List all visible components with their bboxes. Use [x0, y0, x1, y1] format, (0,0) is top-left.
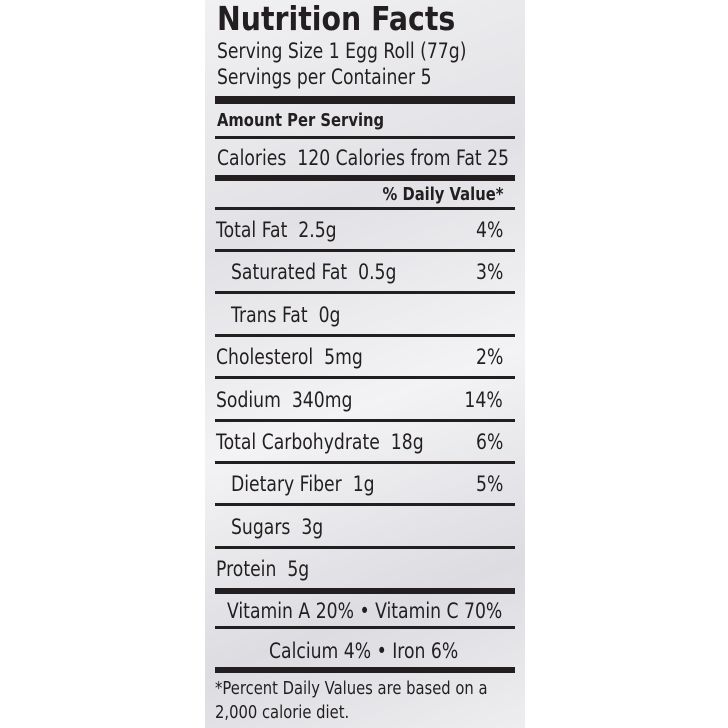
rule [215, 545, 515, 549]
footnote: *Percent Daily Values are based on a [215, 678, 488, 699]
vitamin: Vitamin C 70% [375, 599, 503, 623]
footnote: 2,000 calorie diet. [215, 702, 350, 723]
serving-size: Serving Size 1 Egg Roll (77g) [217, 39, 467, 63]
vitamin-line: Vitamin A 20% • Vitamin C 70% [227, 599, 503, 623]
calories-value: 120 [297, 146, 331, 170]
nutrient-row: Dietary Fiber 1g [231, 471, 375, 497]
rule [215, 503, 515, 507]
nutrient-row: Trans Fat 0g [231, 302, 340, 328]
nutrient-row: Total Carbohydrate 18g [216, 429, 424, 455]
daily-value: 14% [464, 387, 503, 412]
rule [215, 291, 515, 295]
daily-value-header: % Daily Value* [382, 184, 503, 205]
nutrient-label: Protein [216, 557, 277, 582]
rule [215, 667, 515, 673]
nutrient-amount: 5g [287, 557, 310, 582]
nutrient-row: Cholesterol 5mg [216, 344, 363, 370]
nutrient-amount: 0g [318, 302, 341, 327]
nutrient-row: Sugars 3g [231, 514, 323, 540]
rule [215, 136, 515, 139]
nutrient-amount: 3g [301, 514, 324, 539]
nutrient-label: Sugars [231, 514, 291, 539]
daily-value: 3% [475, 260, 503, 285]
mineral: Calcium 4% [269, 639, 372, 663]
nutrient-label: Total Fat [216, 218, 288, 242]
nutrient-amount: 0.5g [358, 260, 397, 285]
mineral-line: Calcium 4% • Iron 6% [269, 639, 459, 663]
rule [215, 207, 515, 210]
daily-value: 2% [475, 345, 503, 370]
nutrient-row: Protein 5g [216, 556, 309, 582]
nutrient-label: Sodium [216, 387, 281, 412]
rule [215, 96, 515, 104]
rule [215, 175, 515, 181]
nutrient-label: Dietary Fiber [231, 472, 342, 497]
nutrient-label: Saturated Fat [231, 260, 348, 285]
nutrient-label: Total Carbohydrate [216, 430, 380, 454]
nutrient-label: Trans Fat [231, 302, 308, 327]
rule [215, 376, 515, 380]
nutrient-amount: 5mg [324, 345, 363, 370]
nutrient-amount: 340mg [291, 387, 353, 412]
nutrient-amount: 2.5g [298, 218, 337, 242]
nutrient-row: Saturated Fat 0.5g [231, 259, 396, 285]
calories-label: Calories [217, 146, 287, 170]
rule [215, 418, 515, 422]
daily-value: 6% [475, 430, 503, 454]
rule [215, 333, 515, 337]
nutrient-label: Cholesterol [216, 345, 314, 370]
rule [215, 249, 515, 252]
amount-per-serving: Amount Per Serving [217, 110, 385, 131]
nutrient-amount: 1g [352, 472, 375, 497]
vitamin: Vitamin A 20% [227, 599, 354, 623]
mineral: Iron 6% [392, 639, 459, 663]
nutrient-row: Total Fat 2.5g [216, 217, 337, 243]
daily-value: 4% [475, 218, 503, 242]
daily-value: 5% [475, 472, 503, 497]
nutrient-row: Sodium 340mg [216, 387, 352, 413]
calories-from-fat: Calories from Fat 25 [335, 146, 510, 170]
rule [215, 588, 515, 594]
calories-label: Calories 120 Calories from Fat 25 [217, 145, 509, 171]
title: Nutrition Facts [217, 0, 456, 38]
rule [215, 461, 515, 464]
servings: Servings per Container 5 [217, 65, 432, 89]
nutrition-label: Nutrition Facts Serving Size 1 Egg Roll … [205, 0, 525, 728]
rule [215, 626, 515, 629]
nutrient-amount: 18g [390, 430, 424, 454]
